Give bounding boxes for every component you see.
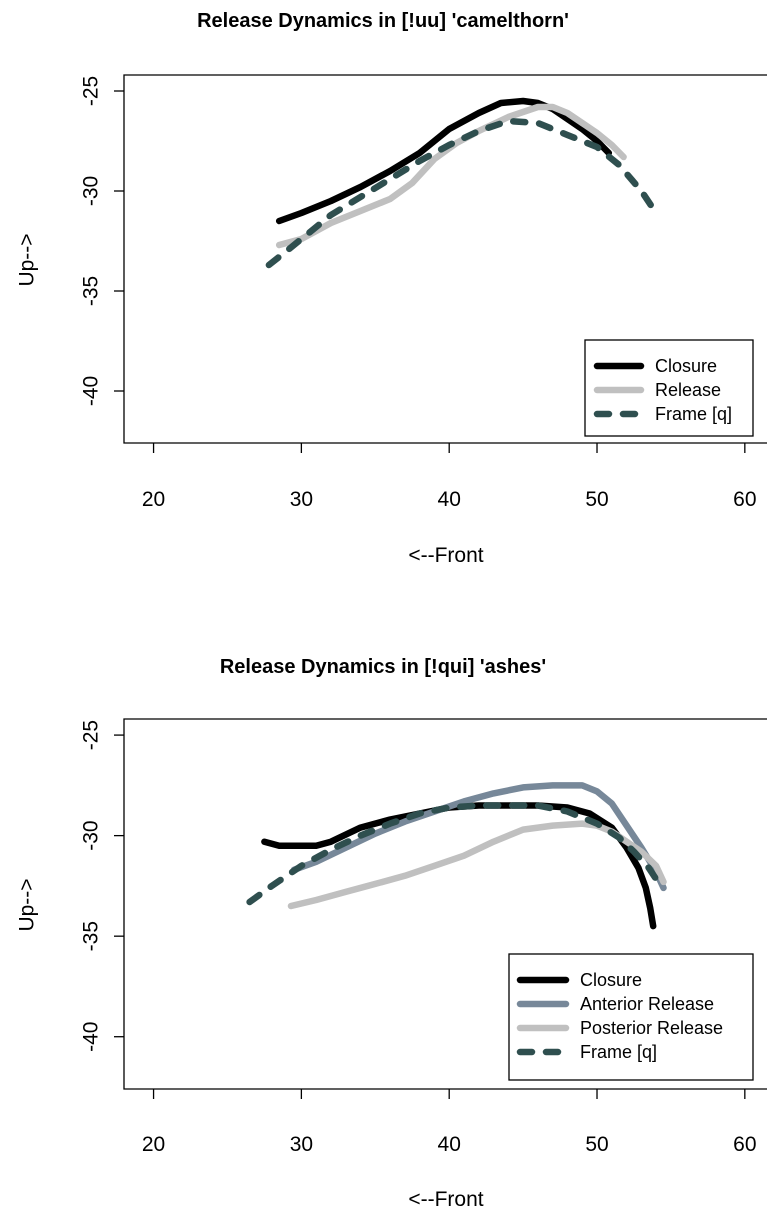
legend-entry: Frame [q] [655, 404, 732, 424]
legend-box [508, 953, 754, 1081]
legend-entry: Release [655, 380, 721, 400]
x-axis-label: <--Front [408, 544, 483, 567]
chart-panel-1: Release Dynamics in [!uu] 'camelthorn' 20… [16, 10, 767, 567]
chart-panel-2: Release Dynamics in [!qui] 'ashes' 20 30 40… [16, 656, 767, 1211]
series-line-frame-q [246, 802, 664, 906]
y-tick-label: -40 [80, 1022, 103, 1052]
y-tick-label: -35 [80, 921, 103, 951]
plot-frame [123, 718, 767, 1090]
x-tick-label: 50 [585, 488, 608, 511]
x-tick-label: 30 [290, 1133, 313, 1156]
plot-frame [123, 74, 767, 444]
y-tick-label: -25 [80, 720, 103, 750]
legend-entry: Closure [655, 356, 717, 376]
legend: Closure Release Frame [q] [584, 339, 754, 437]
y-tick-label: -30 [80, 176, 103, 206]
y-tick-label: -30 [80, 820, 103, 850]
x-tick-label: 60 [733, 488, 756, 511]
x-axis-label: <--Front [408, 1188, 483, 1211]
y-tick-label: -35 [80, 276, 103, 306]
y-tick-label: -25 [80, 76, 103, 106]
legend: Closure Anterior Release Posterior Release… [508, 953, 754, 1081]
x-tick-label: 30 [290, 488, 313, 511]
series-line-posterior-release [287, 820, 667, 910]
y-axis-label: Up--> [16, 233, 39, 286]
legend-entry: Closure [580, 970, 642, 990]
x-tick-label: 20 [142, 1133, 165, 1156]
chart-title: Release Dynamics in [!uu] 'camelthorn' [197, 10, 569, 32]
x-tick-label: 50 [585, 1133, 608, 1156]
legend-entry: Frame [q] [580, 1042, 657, 1062]
x-tick-label: 20 [142, 488, 165, 511]
series-line-closure [275, 97, 613, 225]
y-tick-label: -40 [80, 376, 103, 406]
series-line-release [275, 103, 627, 249]
x-tick-label: 40 [438, 488, 461, 511]
legend-entry: Anterior Release [580, 994, 714, 1014]
series-line-anterior-release [290, 782, 667, 892]
x-tick-label: 60 [733, 1133, 756, 1156]
y-axis-label: Up--> [16, 878, 39, 931]
series-line-frame-q [265, 117, 660, 269]
legend-entry: Posterior Release [580, 1018, 723, 1038]
chart-title: Release Dynamics in [!qui] 'ashes' [220, 656, 546, 678]
x-tick-label: 40 [438, 1133, 461, 1156]
